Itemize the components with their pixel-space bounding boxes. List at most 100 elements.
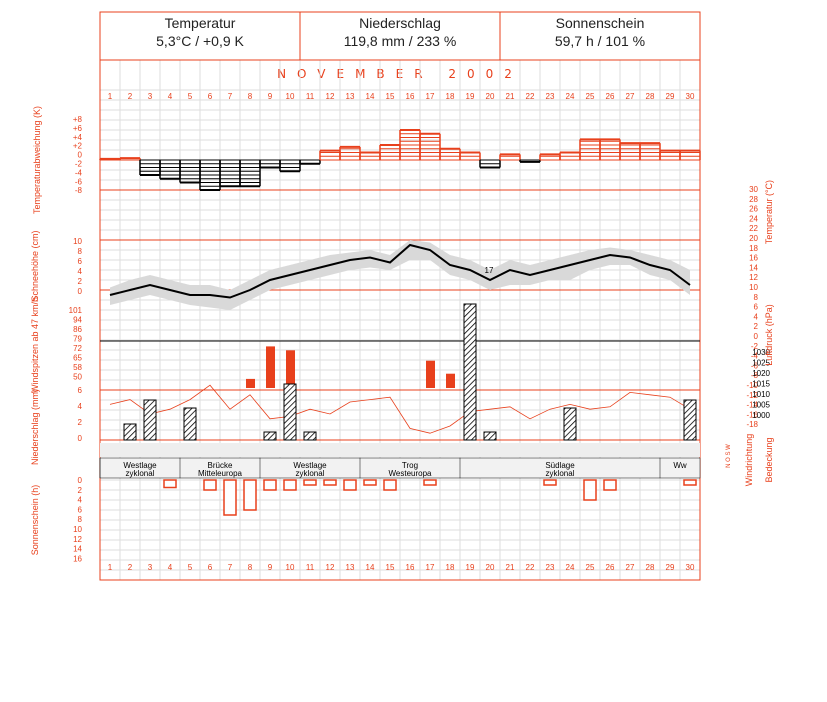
- day-tick-bottom: 18: [446, 563, 455, 572]
- day-tick-top: 21: [506, 92, 515, 101]
- wind-gust-bar: [286, 350, 295, 388]
- deviation-bar: [159, 159, 181, 180]
- sunshine-bar: [263, 479, 277, 491]
- temperature-tick: 6: [754, 303, 759, 312]
- temperature-tick: -8: [751, 371, 759, 380]
- day-tick-top: 14: [366, 92, 375, 101]
- day-tick-bottom: 19: [466, 563, 475, 572]
- sunshine-tick: 10: [73, 525, 82, 534]
- sunshine-bar: [323, 479, 337, 486]
- wind-tick: 65: [73, 354, 82, 363]
- month-label: NOVEMBER 2002: [277, 67, 523, 81]
- wind-tick: 94: [73, 316, 82, 325]
- day-tick-bottom: 9: [268, 563, 273, 572]
- precip-bar: [463, 303, 477, 441]
- day-tick-top: 2: [128, 92, 133, 101]
- weather-type-label: Ww: [673, 461, 687, 470]
- wind-tick: 72: [73, 344, 82, 353]
- sunshine-axis-title: Sonnenschein (h): [30, 485, 40, 556]
- sunshine-bar: [603, 479, 617, 491]
- weather-type-label: Trog: [402, 461, 418, 470]
- day-tick-bottom: 16: [406, 563, 415, 572]
- day-tick-top: 20: [486, 92, 495, 101]
- temperature-tick: 26: [749, 205, 758, 214]
- day-tick-top: 9: [268, 92, 273, 101]
- temperature-tick: -2: [751, 342, 759, 351]
- deviation-bar: [459, 151, 481, 161]
- day-tick-bottom: 11: [306, 563, 315, 572]
- temperature-tick: 20: [749, 234, 758, 243]
- deviation-bar: [119, 157, 141, 161]
- sunshine-tick: 16: [73, 554, 82, 563]
- pressure-tick: 1000: [752, 411, 770, 420]
- temperature-tick: 30: [749, 185, 758, 194]
- day-tick-top: 10: [286, 92, 295, 101]
- precip-bar: [683, 399, 697, 441]
- temp-dev-tick: +6: [73, 124, 83, 133]
- day-tick-bottom: 20: [486, 563, 495, 572]
- pressure-axis-title: Luftdruck (hPa): [764, 304, 774, 366]
- day-tick-top: 8: [248, 92, 253, 101]
- sunshine-bar: [543, 479, 557, 486]
- deviation-bar: [679, 149, 701, 161]
- deviation-bar: [399, 129, 421, 161]
- deviation-bar: [259, 159, 281, 169]
- day-tick-top: 13: [346, 92, 355, 101]
- sunshine-tick: 14: [73, 545, 82, 554]
- day-tick-bottom: 5: [188, 563, 193, 572]
- temperature-title: Temperatur: [164, 15, 236, 31]
- day-tick-bottom: 23: [546, 563, 555, 572]
- temperature-value: 5,3°C / +0,9 K: [156, 33, 244, 49]
- sunshine-bar: [243, 479, 257, 511]
- temperature-tick: -12: [746, 391, 758, 400]
- snow-tick: 8: [78, 247, 83, 256]
- day-tick-top: 11: [306, 92, 315, 101]
- day-tick-bottom: 4: [168, 563, 173, 572]
- sunshine-bar: [423, 479, 437, 486]
- temperature-tick: -14: [746, 401, 758, 410]
- day-tick-bottom: 22: [526, 563, 535, 572]
- day-tick-top: 30: [686, 92, 695, 101]
- precip-peak-label: 17: [485, 266, 494, 275]
- day-tick-bottom: 25: [586, 563, 595, 572]
- snow-tick: 6: [78, 257, 83, 266]
- precip-axis-title: Niederschlag (mm): [30, 389, 40, 465]
- day-tick-top: 17: [426, 92, 435, 101]
- wind-tick: 58: [73, 363, 82, 372]
- day-tick-top: 23: [546, 92, 555, 101]
- pressure-tick: 1015: [752, 380, 770, 389]
- day-tick-top: 1: [108, 92, 113, 101]
- day-tick-bottom: 1: [108, 563, 113, 572]
- temp-deviation-bars: [99, 129, 701, 191]
- deviation-bar: [519, 159, 541, 163]
- temperature-tick: 24: [749, 214, 758, 223]
- temperature-tick: 14: [749, 263, 758, 272]
- wind-tick: 101: [69, 306, 83, 315]
- temp-dev-tick: 0: [78, 151, 83, 160]
- pressure-line: [109, 384, 691, 434]
- header-sunshine: Sonnenschein 59,7 h / 101 %: [500, 14, 700, 60]
- wind-tick: 86: [73, 325, 82, 334]
- deviation-bar: [419, 132, 441, 161]
- day-tick-bottom: 30: [686, 563, 695, 572]
- pressure-tick: 1020: [752, 369, 770, 378]
- snow-tick: 10: [73, 237, 82, 246]
- day-tick-top: 22: [526, 92, 535, 101]
- snow-tick: 2: [78, 277, 83, 286]
- pressure-tick: 1025: [752, 359, 770, 368]
- day-tick-top: 16: [406, 92, 415, 101]
- day-tick-top: 29: [666, 92, 675, 101]
- wind-dir-ticks: N O S W: [726, 444, 732, 468]
- day-tick-bottom: 3: [148, 563, 153, 572]
- precip-bar: [483, 431, 497, 441]
- temp-dev-tick: -6: [75, 177, 83, 186]
- sunshine-bar: [283, 479, 297, 491]
- temperature-tick: -16: [746, 410, 758, 419]
- precip-tick: 0: [78, 434, 83, 443]
- day-tick-top: 6: [208, 92, 213, 101]
- deviation-bar: [279, 159, 301, 173]
- day-tick-bottom: 21: [506, 563, 515, 572]
- day-tick-top: 3: [148, 92, 153, 101]
- precip-bar: [143, 399, 157, 441]
- precip-bar: [303, 431, 317, 441]
